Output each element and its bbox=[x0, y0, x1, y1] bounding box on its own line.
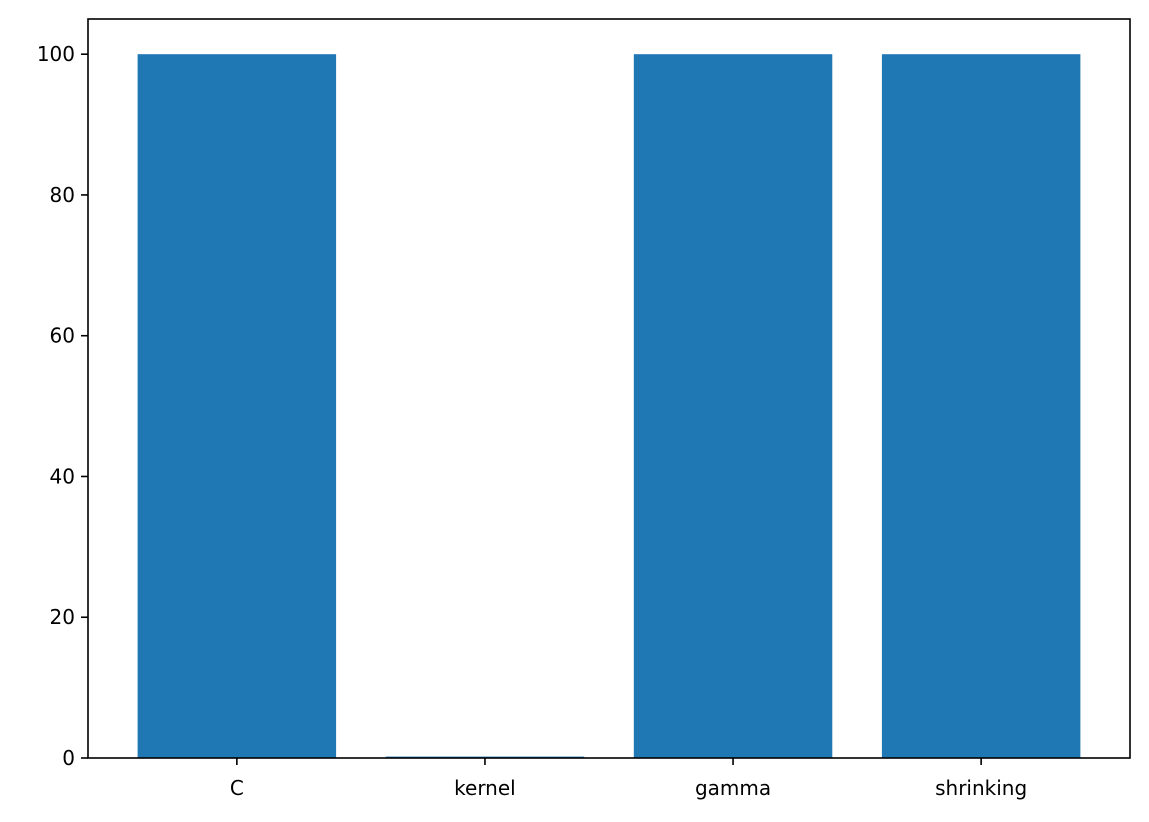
x-tick-label: gamma bbox=[695, 776, 771, 800]
bar-C bbox=[137, 54, 337, 758]
y-tick-label: 20 bbox=[50, 605, 75, 629]
bar-gamma bbox=[633, 54, 833, 758]
x-tick-label: kernel bbox=[454, 776, 516, 800]
x-tick-label: shrinking bbox=[935, 776, 1027, 800]
y-tick-label: 100 bbox=[37, 42, 75, 66]
y-tick-label: 80 bbox=[50, 183, 75, 207]
x-tick-label: C bbox=[230, 776, 244, 800]
bars-group bbox=[137, 54, 1081, 758]
y-axis: 0 20 40 60 80 100 bbox=[37, 42, 88, 770]
y-tick-label: 60 bbox=[50, 324, 75, 348]
y-tick-label: 40 bbox=[50, 464, 75, 488]
y-tick-label: 0 bbox=[62, 746, 75, 770]
plot-frame bbox=[87, 18, 1131, 759]
bar-shrinking bbox=[881, 54, 1081, 758]
